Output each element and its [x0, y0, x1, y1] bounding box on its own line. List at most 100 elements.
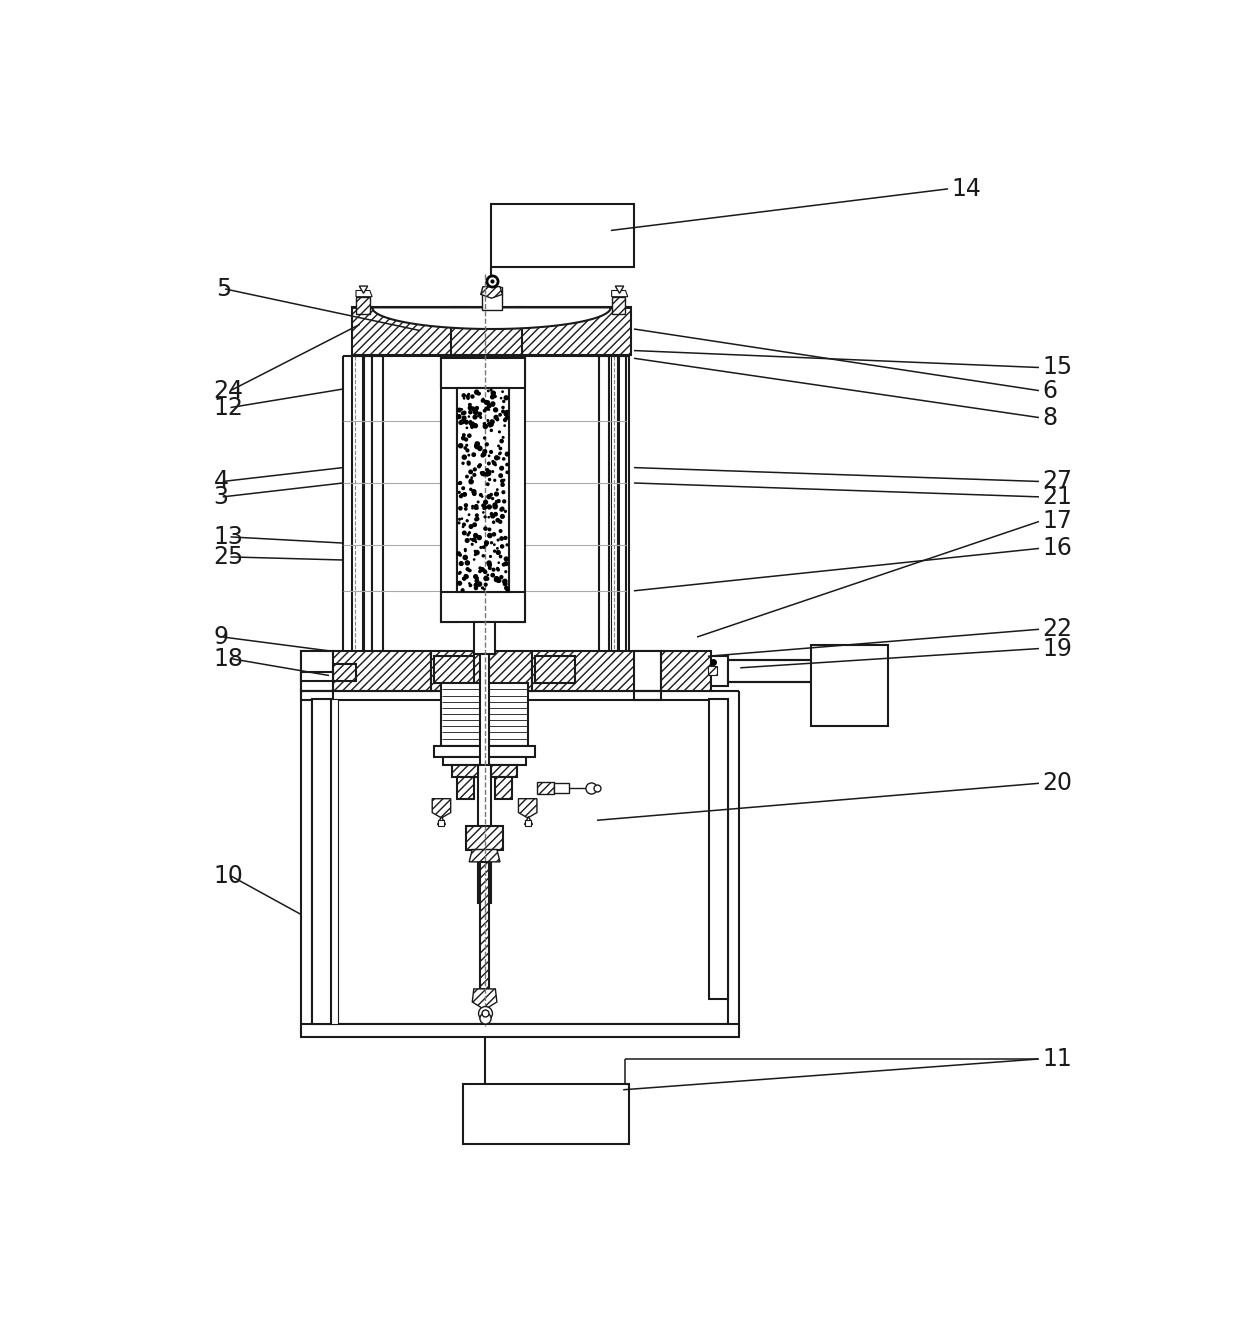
Circle shape [501, 479, 503, 483]
Bar [463, 1084, 629, 1144]
Circle shape [496, 419, 498, 420]
Circle shape [496, 568, 498, 569]
Circle shape [506, 463, 508, 466]
Circle shape [496, 579, 501, 583]
Circle shape [469, 525, 472, 528]
Text: 5: 5 [216, 277, 231, 301]
Circle shape [463, 523, 465, 525]
Circle shape [475, 551, 479, 555]
Circle shape [463, 434, 465, 436]
Circle shape [460, 563, 463, 565]
Circle shape [497, 419, 498, 420]
Circle shape [458, 552, 460, 555]
Circle shape [469, 532, 470, 533]
Circle shape [502, 436, 503, 438]
Circle shape [497, 579, 501, 583]
Circle shape [485, 541, 489, 545]
Circle shape [490, 423, 494, 427]
Bar [611, 297, 625, 314]
Circle shape [505, 511, 506, 512]
Circle shape [502, 500, 506, 503]
Circle shape [469, 403, 471, 406]
Circle shape [490, 556, 491, 557]
Circle shape [482, 555, 485, 557]
Circle shape [461, 589, 464, 592]
Circle shape [505, 557, 508, 561]
Circle shape [477, 447, 482, 451]
Bar [510, 358, 525, 621]
Bar [554, 783, 569, 793]
Circle shape [506, 557, 507, 559]
Circle shape [505, 571, 507, 573]
Bar [300, 650, 432, 690]
Circle shape [496, 500, 498, 503]
Circle shape [472, 489, 476, 493]
Circle shape [463, 463, 464, 464]
Circle shape [487, 420, 489, 422]
Circle shape [506, 452, 508, 456]
Bar [300, 650, 332, 690]
Text: 17: 17 [1042, 509, 1071, 533]
Circle shape [495, 456, 498, 460]
Circle shape [494, 503, 497, 507]
Circle shape [471, 426, 474, 428]
Circle shape [469, 408, 471, 411]
Bar [599, 356, 609, 664]
Circle shape [463, 527, 464, 528]
Circle shape [487, 472, 490, 475]
Circle shape [503, 536, 507, 540]
Bar [661, 650, 711, 690]
Circle shape [476, 517, 479, 520]
Bar [434, 746, 536, 757]
Circle shape [477, 583, 481, 587]
Circle shape [487, 505, 491, 509]
Circle shape [495, 492, 498, 496]
Circle shape [464, 419, 465, 420]
Bar [441, 684, 528, 746]
Bar [634, 650, 661, 690]
Circle shape [481, 399, 484, 402]
Circle shape [491, 573, 495, 577]
Circle shape [470, 479, 471, 480]
Circle shape [506, 544, 508, 545]
Circle shape [500, 452, 501, 454]
Circle shape [498, 414, 501, 416]
Circle shape [465, 438, 467, 442]
Bar [708, 698, 728, 999]
Circle shape [471, 544, 474, 545]
Circle shape [494, 479, 496, 481]
Circle shape [472, 539, 476, 541]
Circle shape [459, 572, 461, 573]
Circle shape [471, 477, 472, 479]
Circle shape [476, 442, 480, 446]
Bar [356, 297, 370, 314]
Circle shape [464, 556, 467, 560]
Bar [434, 656, 474, 684]
Circle shape [502, 400, 505, 403]
Polygon shape [472, 990, 497, 1009]
Circle shape [463, 577, 466, 580]
Circle shape [484, 571, 487, 573]
Circle shape [465, 508, 467, 511]
Circle shape [496, 551, 500, 555]
Text: 12: 12 [213, 395, 243, 419]
Circle shape [465, 575, 469, 579]
Polygon shape [356, 290, 372, 297]
Circle shape [503, 479, 505, 480]
Polygon shape [469, 850, 500, 862]
Bar [811, 645, 888, 726]
Text: 22: 22 [1042, 617, 1073, 641]
Circle shape [482, 399, 484, 400]
Circle shape [484, 576, 487, 580]
Circle shape [490, 390, 492, 391]
Bar [619, 356, 630, 664]
Text: 14: 14 [951, 177, 981, 201]
Circle shape [487, 563, 491, 567]
Circle shape [497, 458, 500, 459]
Circle shape [485, 584, 487, 587]
Circle shape [458, 408, 461, 412]
Circle shape [494, 504, 497, 509]
Circle shape [465, 420, 469, 424]
Bar [491, 765, 517, 777]
Bar [441, 358, 456, 621]
